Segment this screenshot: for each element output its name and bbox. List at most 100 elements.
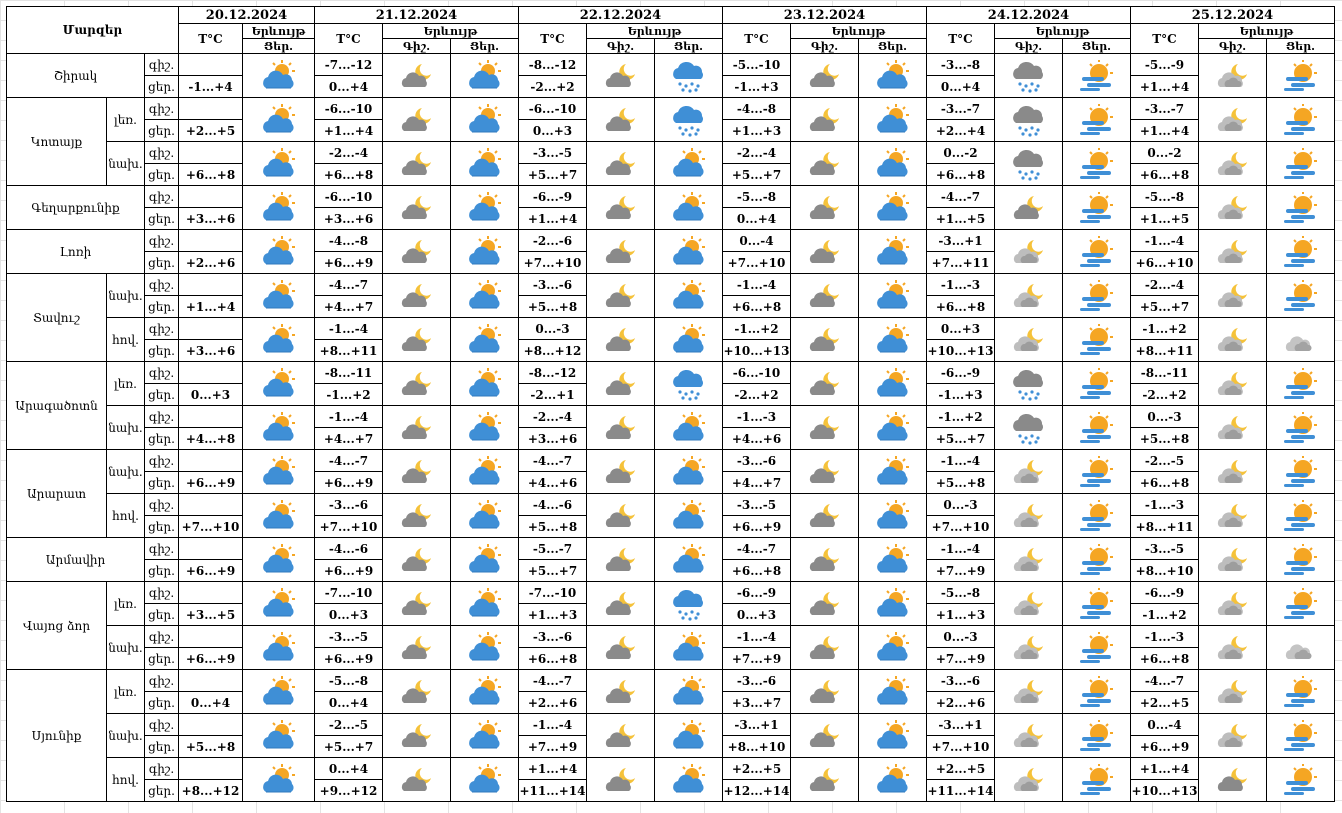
temperature-value: +3...+6 [178, 339, 243, 362]
period-label: ցեր. [144, 339, 179, 362]
snow-cloud-gray-icon [994, 53, 1063, 98]
temperature-value: -3...-6 [518, 625, 587, 648]
period-label: ցեր. [144, 251, 179, 274]
sun-cloud-icon [450, 625, 519, 670]
temperature-value: +6...+9 [314, 251, 383, 274]
moon-cloud-light-icon [1198, 53, 1267, 98]
moon-cloud-light-icon [1198, 361, 1267, 406]
table-row: Արարատ նախ. գիշ. -4...-7 -4...-7 -3...-6 -1...… [6, 449, 1335, 538]
temperature-value: +8...+12 [178, 779, 243, 802]
period-label: ցեր. [144, 427, 179, 450]
sun-cloud-icon [242, 713, 315, 758]
temperature-value: +2...+6 [518, 691, 587, 714]
table-row: ցեր. +7...+10 +7...+10 +5...+8 +6...+9 +7...+… [7, 515, 1335, 538]
sun-wind-icon [1266, 185, 1335, 230]
temperature-value [178, 669, 243, 692]
zone-label: նախ. [106, 141, 145, 186]
temperature-header: T°C [178, 23, 243, 54]
sun-cloud-icon [450, 361, 519, 406]
temperature-value: +1...+3 [926, 603, 995, 626]
temperature-value: +7...+10 [314, 515, 383, 538]
sun-cloud-icon [858, 625, 927, 670]
temperature-value: +2...+5 [1130, 691, 1199, 714]
sun-wind-icon [1266, 141, 1335, 186]
moon-cloud-light-icon [1198, 449, 1267, 494]
sun-cloud-icon [654, 273, 723, 318]
day-header: Ցեր. [450, 38, 519, 54]
temperature-value: +5...+7 [314, 735, 383, 758]
temperature-value: -2...+1 [518, 383, 587, 406]
temperature-value: +4...+7 [722, 471, 791, 494]
weather-forecast-table: Մարզեր 20.12.2024 21.12.2024 22.12.2024 … [6, 6, 1335, 802]
period-label: ցեր. [144, 559, 179, 582]
moon-cloud-light-icon [1198, 273, 1267, 318]
temperature-value: -1...-4 [314, 405, 383, 428]
table-row: ցեր. +8...+12 +9...+12 +11...+14 +12...+14 +1… [7, 779, 1335, 802]
moon-cloud-icon [586, 317, 655, 362]
temperature-value: 0...+3 [178, 383, 243, 406]
moon-cloud-icon [586, 581, 655, 626]
sun-cloud-icon [654, 185, 723, 230]
temperature-value: 0...+4 [178, 691, 243, 714]
region-name: Լոռի [6, 229, 145, 274]
sun-cloud-icon [242, 53, 315, 98]
day-header: Ցեր. [858, 38, 927, 54]
temperature-value: 0...+4 [314, 75, 383, 98]
moon-cloud-light-icon [994, 713, 1063, 758]
table-row: Շիրակ գիշ. -7...-12 -8...-12 -5...-10 -3...-8… [6, 53, 1335, 98]
zone-label: հով. [106, 493, 145, 538]
temperature-value: +6...+9 [314, 559, 383, 582]
temperature-value: +11...+14 [926, 779, 995, 802]
temperature-value: +8...+11 [314, 339, 383, 362]
moon-cloud-icon [382, 625, 451, 670]
sun-wind-icon [1062, 97, 1131, 142]
moon-cloud-light-icon [1198, 229, 1267, 274]
moon-cloud-light-icon [1198, 141, 1267, 186]
period-label: գիշ. [144, 449, 179, 472]
temperature-value: -2...-4 [1130, 273, 1199, 296]
period-label: ցեր. [144, 691, 179, 714]
sun-cloud-icon [654, 757, 723, 802]
temperature-value: +1...+3 [722, 119, 791, 142]
temperature-value [178, 757, 243, 780]
temperature-value: +5...+8 [518, 295, 587, 318]
moon-cloud-icon [382, 53, 451, 98]
temperature-value: -3...-7 [926, 97, 995, 120]
zone-label: նախ. [106, 625, 145, 670]
moon-cloud-icon [382, 537, 451, 582]
moon-cloud-light-icon [1198, 493, 1267, 538]
temperature-value [178, 53, 243, 76]
temperature-value [178, 317, 243, 340]
sun-cloud-icon [242, 669, 315, 714]
sun-cloud-icon [450, 449, 519, 494]
temperature-value: -3...+1 [722, 713, 791, 736]
temperature-value: +3...+5 [178, 603, 243, 626]
temperature-value: +1...+4 [1130, 75, 1199, 98]
temperature-value: -4...-7 [314, 449, 383, 472]
sun-wind-icon [1062, 669, 1131, 714]
temperature-value: +12...+14 [722, 779, 791, 802]
sun-wind-icon [1062, 405, 1131, 450]
period-label: ցեր. [144, 295, 179, 318]
moon-cloud-icon [586, 449, 655, 494]
table-row: ցեր. +4...+8 +4...+7 +3...+6 +4...+6 +5...+7 +… [7, 427, 1335, 450]
sun-wind-icon [1062, 273, 1131, 318]
temperature-value: +6...+8 [1130, 471, 1199, 494]
temperature-value: -1...-4 [722, 625, 791, 648]
temperature-value: -5...-9 [1130, 53, 1199, 76]
temperature-value: -4...-7 [314, 273, 383, 296]
temperature-value: +5...+8 [1130, 427, 1199, 450]
sun-wind-icon [1266, 229, 1335, 274]
table-row: նախ. գիշ. -2...-4 -3...-5 -2...-4 0...-2 0...-… [7, 141, 1335, 186]
period-label: գիշ. [144, 273, 179, 296]
zone-label: հով. [106, 317, 145, 362]
sun-cloud-icon [242, 537, 315, 582]
sun-cloud-icon [654, 493, 723, 538]
period-label: գիշ. [144, 317, 179, 340]
temperature-value: +10...+13 [926, 339, 995, 362]
snow-cloud-icon [654, 97, 723, 142]
temperature-value: 0...-3 [926, 493, 995, 516]
temperature-value: +1...+4 [518, 757, 587, 780]
temperature-value: -4...-7 [518, 669, 587, 692]
